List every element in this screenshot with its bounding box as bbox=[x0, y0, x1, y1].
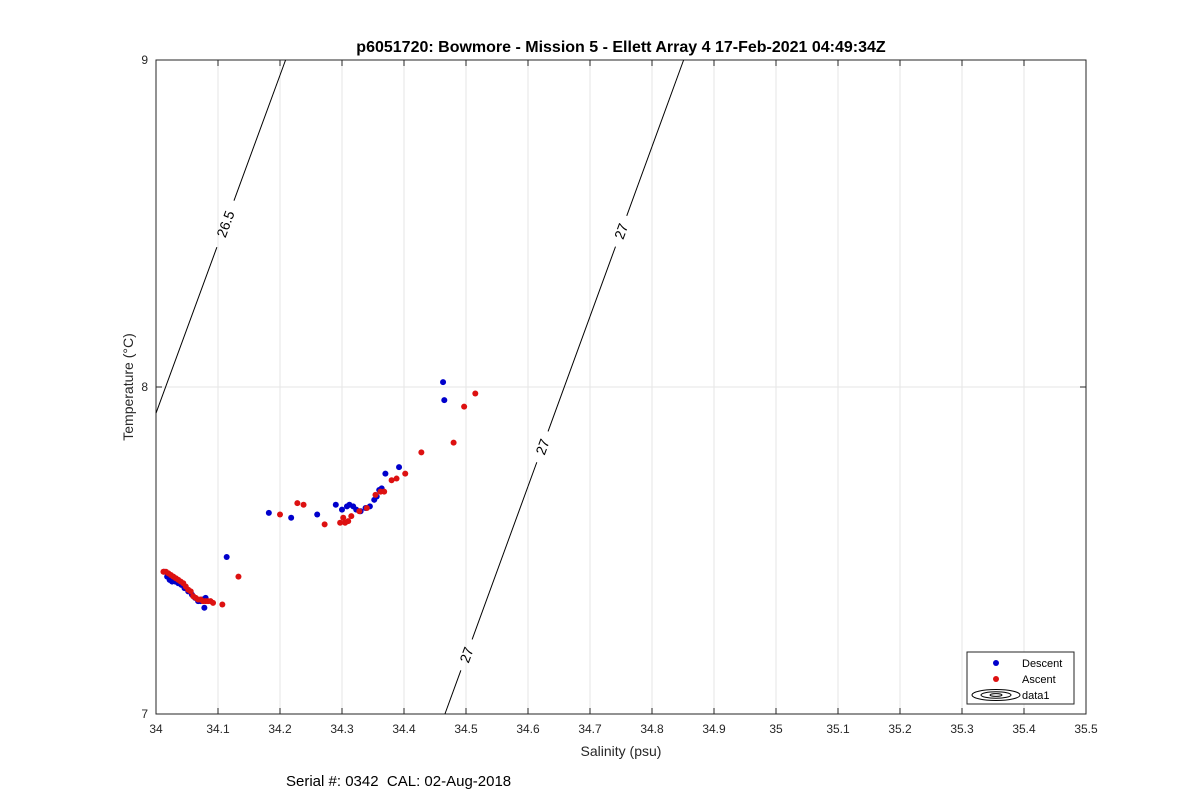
contour-label: 26.5 bbox=[213, 208, 237, 239]
descent-point bbox=[332, 501, 339, 508]
ascent-point bbox=[461, 403, 468, 410]
ascent-point bbox=[348, 513, 355, 520]
ascent-point bbox=[472, 390, 479, 397]
x-tick-label: 34.5 bbox=[454, 722, 478, 736]
ascent-point bbox=[393, 475, 400, 482]
isopycnal-line-27 bbox=[626, 59, 685, 216]
descent-point bbox=[396, 464, 403, 471]
contour-label: 27 bbox=[456, 645, 476, 665]
y-tick-label: 7 bbox=[141, 707, 148, 721]
ascent-point bbox=[345, 518, 352, 525]
legend: Descent Ascent data1 bbox=[966, 651, 1075, 705]
descent-point bbox=[201, 604, 208, 611]
x-tick-label: 35.2 bbox=[888, 722, 912, 736]
x-tick-label: 35.3 bbox=[950, 722, 974, 736]
x-tick-label: 35 bbox=[769, 722, 783, 736]
descent-point bbox=[265, 509, 272, 516]
descent-point bbox=[288, 514, 295, 521]
ascent-point bbox=[388, 477, 395, 484]
ascent-point bbox=[418, 449, 425, 456]
ascent-point bbox=[210, 599, 217, 606]
ascent-point bbox=[321, 521, 328, 528]
legend-contour-icon-inner bbox=[980, 691, 1012, 699]
ascent-point bbox=[372, 491, 379, 498]
contour-label: 27 bbox=[532, 437, 552, 457]
legend-marker-ascent bbox=[993, 676, 999, 682]
ascent-point bbox=[337, 519, 344, 526]
legend-contour-icon-core bbox=[989, 693, 1003, 697]
legend-marker-descent bbox=[993, 660, 999, 666]
legend-label-ascent: Ascent bbox=[1022, 674, 1056, 686]
isopycnal-line-27 bbox=[471, 462, 538, 640]
ascent-point bbox=[340, 514, 347, 521]
chart-title: p6051720: Bowmore - Mission 5 - Ellett A… bbox=[356, 39, 886, 56]
grid bbox=[156, 60, 1086, 714]
descent-point bbox=[441, 397, 448, 404]
ascent-point bbox=[219, 601, 226, 608]
legend-label-data1: data1 bbox=[1022, 690, 1050, 702]
ascent-point bbox=[235, 573, 242, 580]
ascent-point bbox=[187, 588, 194, 595]
serial-cal-info: Serial #: 0342 CAL: 02-Aug-2018 bbox=[286, 773, 512, 790]
ascent-point bbox=[294, 500, 301, 507]
legend-label-descent: Descent bbox=[1022, 658, 1062, 670]
x-tick-label: 34.4 bbox=[392, 722, 416, 736]
ascent-point bbox=[300, 501, 307, 508]
ascent-point bbox=[450, 439, 457, 446]
ascent-point bbox=[363, 504, 370, 511]
data-points bbox=[160, 379, 479, 611]
x-tick-label: 34.9 bbox=[702, 722, 726, 736]
x-tick-label: 34 bbox=[149, 722, 163, 736]
x-tick-label: 35.4 bbox=[1012, 722, 1036, 736]
isopycnal-line-27 bbox=[444, 670, 462, 715]
contour-label: 27 bbox=[611, 221, 631, 241]
descent-point bbox=[339, 506, 345, 513]
ascent-point bbox=[402, 470, 409, 477]
legend-box bbox=[966, 651, 1075, 705]
ascent-point bbox=[356, 508, 363, 515]
isopycnal-line-26.5 bbox=[233, 59, 287, 201]
x-tick-label: 34.6 bbox=[516, 722, 540, 736]
axis-ticks: 34 34.1 34.2 34.3 34.4 34.5 34.6 34.7 34.8 34.9 35… bbox=[141, 53, 1098, 736]
x-tick-label: 35.5 bbox=[1074, 722, 1098, 736]
descent-point bbox=[314, 511, 321, 518]
isopycnal-line-26.5 bbox=[155, 247, 218, 414]
descent-point bbox=[223, 554, 230, 561]
ascent-point bbox=[277, 511, 283, 518]
x-tick-label: 34.2 bbox=[268, 722, 292, 736]
y-tick-label: 8 bbox=[141, 380, 148, 394]
x-tick-label: 34.8 bbox=[640, 722, 664, 736]
ascent-point bbox=[381, 488, 388, 495]
y-axis-label: Temperature (°C) bbox=[120, 333, 136, 441]
x-tick-label: 34.3 bbox=[330, 722, 354, 736]
y-tick-label: 9 bbox=[141, 53, 148, 67]
isopycnal-line-27 bbox=[547, 246, 616, 432]
descent-point bbox=[382, 470, 389, 477]
x-tick-label: 34.7 bbox=[578, 722, 602, 736]
legend-contour-icon bbox=[971, 689, 1021, 701]
x-tick-label: 34.1 bbox=[206, 722, 230, 736]
descent-point bbox=[440, 379, 447, 386]
x-axis-label: Salinity (psu) bbox=[581, 743, 662, 759]
x-tick-label: 35.1 bbox=[826, 722, 850, 736]
